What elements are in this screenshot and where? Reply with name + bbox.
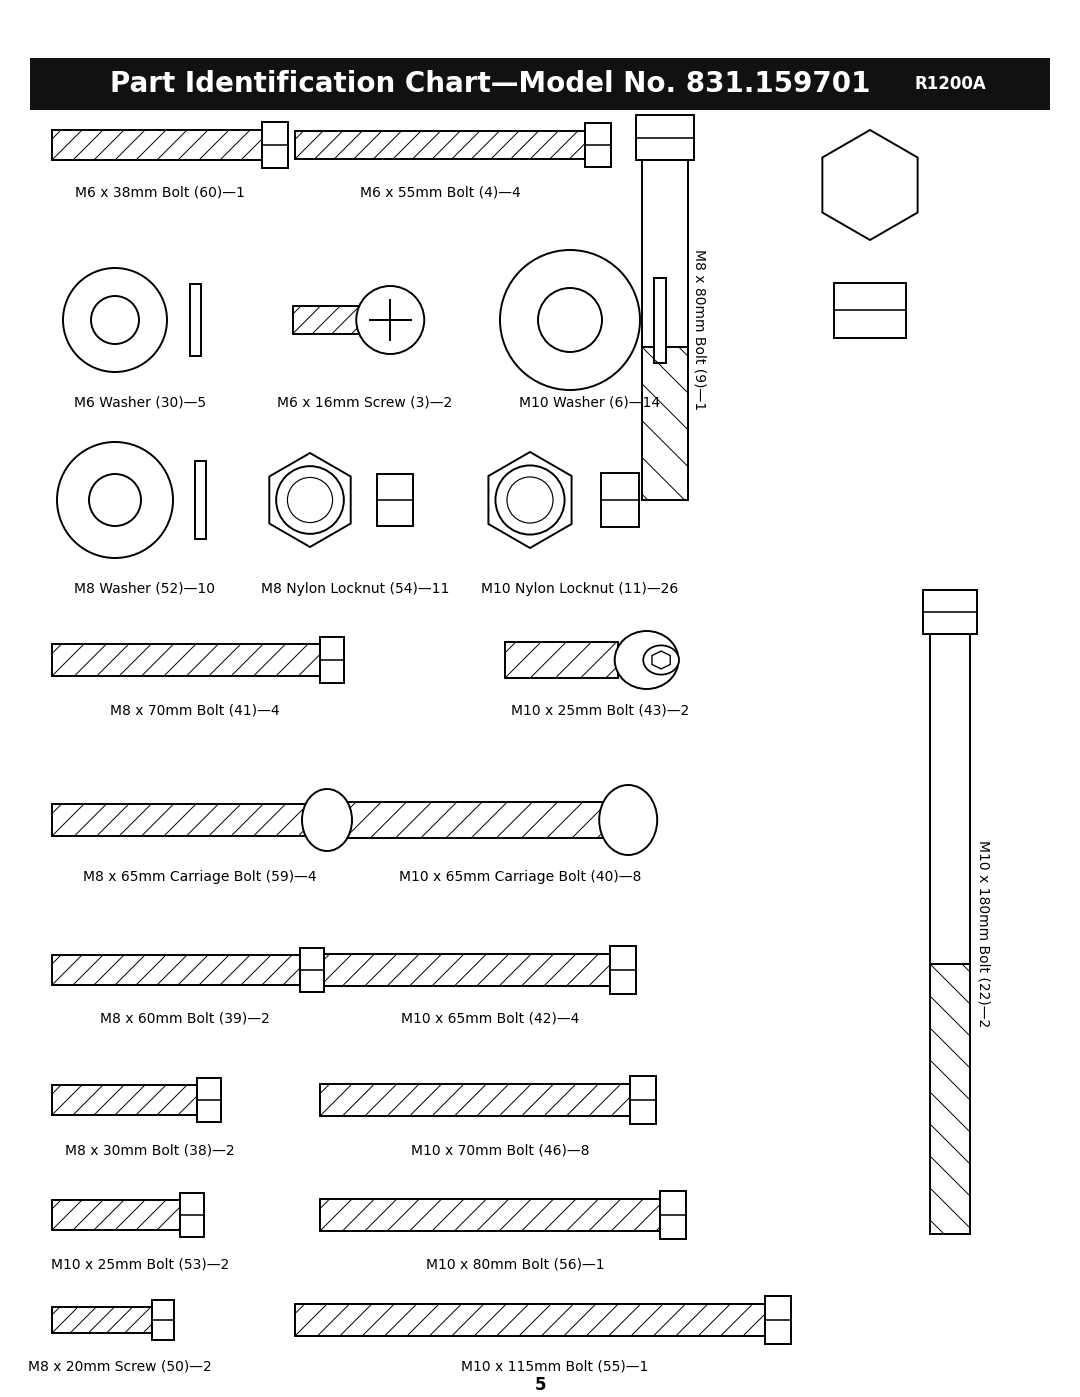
Circle shape (507, 476, 553, 522)
Bar (660, 1192, 686, 1239)
Bar (320, 637, 345, 683)
Bar (194, 461, 205, 539)
Bar (293, 306, 374, 334)
Circle shape (276, 467, 343, 534)
Circle shape (356, 286, 424, 353)
Bar (930, 964, 970, 1234)
Text: M8 Nylon Locknut (54)—11: M8 Nylon Locknut (54)—11 (260, 583, 449, 597)
Bar (30, 59, 1050, 110)
Bar (320, 1084, 630, 1116)
Bar (585, 123, 611, 168)
Text: M6 x 55mm Bolt (4)—4: M6 x 55mm Bolt (4)—4 (360, 184, 521, 198)
Bar (52, 1308, 152, 1333)
Text: M8 x 80mm Bolt (9)—1: M8 x 80mm Bolt (9)—1 (693, 250, 707, 411)
Bar (642, 161, 688, 346)
Text: M6 Washer (30)—5: M6 Washer (30)—5 (73, 395, 206, 409)
Text: M8 x 20mm Screw (50)—2: M8 x 20mm Screw (50)—2 (28, 1361, 212, 1375)
Circle shape (63, 268, 167, 372)
Bar (765, 1296, 791, 1344)
Bar (262, 122, 288, 168)
Polygon shape (488, 453, 571, 548)
Ellipse shape (615, 631, 678, 689)
Polygon shape (822, 130, 918, 240)
Bar (320, 802, 605, 838)
Circle shape (496, 465, 565, 535)
Bar (636, 115, 694, 161)
Ellipse shape (644, 645, 679, 675)
Text: R1200A: R1200A (914, 75, 986, 94)
Text: 5: 5 (535, 1376, 545, 1394)
Bar (52, 1085, 197, 1115)
Bar (197, 1078, 221, 1122)
Circle shape (91, 296, 139, 344)
Bar (152, 1301, 174, 1340)
Text: M10 x 25mm Bolt (43)—2: M10 x 25mm Bolt (43)—2 (511, 703, 689, 717)
Text: Part Identification Chart—Model No. 831.159701: Part Identification Chart—Model No. 831.… (110, 70, 870, 98)
Circle shape (89, 474, 141, 527)
Bar (930, 634, 970, 964)
Text: M10 x 180mm Bolt (22)—2: M10 x 180mm Bolt (22)—2 (976, 841, 990, 1028)
Ellipse shape (302, 789, 352, 851)
Text: M10 Washer (6)—14: M10 Washer (6)—14 (519, 395, 661, 409)
Bar (642, 346, 688, 500)
Text: M6 x 16mm Screw (3)—2: M6 x 16mm Screw (3)—2 (278, 395, 453, 409)
Bar (923, 590, 977, 634)
Text: M8 x 30mm Bolt (38)—2: M8 x 30mm Bolt (38)—2 (65, 1143, 234, 1157)
Text: M8 x 70mm Bolt (41)—4: M8 x 70mm Bolt (41)—4 (110, 703, 280, 717)
Circle shape (57, 441, 173, 557)
Bar (610, 946, 636, 995)
Bar (295, 1303, 765, 1336)
Polygon shape (269, 453, 351, 548)
Bar (52, 1200, 180, 1229)
Bar (600, 474, 639, 527)
Bar (52, 956, 300, 985)
Bar (180, 1193, 204, 1236)
Text: M6 x 38mm Bolt (60)—1: M6 x 38mm Bolt (60)—1 (76, 184, 245, 198)
Text: M8 x 60mm Bolt (39)—2: M8 x 60mm Bolt (39)—2 (100, 1011, 270, 1025)
Bar (320, 1199, 660, 1231)
Text: M10 x 25mm Bolt (53)—2: M10 x 25mm Bolt (53)—2 (51, 1259, 229, 1273)
Circle shape (538, 288, 602, 352)
Ellipse shape (599, 785, 658, 855)
Circle shape (287, 478, 333, 522)
Bar (630, 1076, 656, 1125)
Bar (189, 284, 201, 356)
Bar (654, 278, 666, 362)
Text: M10 Nylon Locknut (11)—26: M10 Nylon Locknut (11)—26 (482, 583, 678, 597)
Text: M8 x 65mm Carriage Bolt (59)—4: M8 x 65mm Carriage Bolt (59)—4 (83, 870, 316, 884)
Text: M10 x 115mm Bolt (55)—1: M10 x 115mm Bolt (55)—1 (461, 1361, 649, 1375)
Bar (377, 474, 413, 527)
Text: M10 x 65mm Carriage Bolt (40)—8: M10 x 65mm Carriage Bolt (40)—8 (399, 870, 642, 884)
Bar (52, 644, 320, 676)
Bar (52, 805, 307, 835)
Circle shape (500, 250, 640, 390)
Bar (320, 954, 610, 986)
Text: M8 Washer (52)—10: M8 Washer (52)—10 (75, 583, 216, 597)
Bar (52, 130, 262, 161)
Bar (834, 282, 906, 338)
Text: M10 x 70mm Bolt (46)—8: M10 x 70mm Bolt (46)—8 (410, 1143, 590, 1157)
Bar (295, 131, 585, 159)
Text: M10 x 80mm Bolt (56)—1: M10 x 80mm Bolt (56)—1 (426, 1259, 605, 1273)
Text: M10 x 65mm Bolt (42)—4: M10 x 65mm Bolt (42)—4 (401, 1011, 579, 1025)
Bar (300, 949, 324, 992)
Bar (505, 643, 618, 678)
